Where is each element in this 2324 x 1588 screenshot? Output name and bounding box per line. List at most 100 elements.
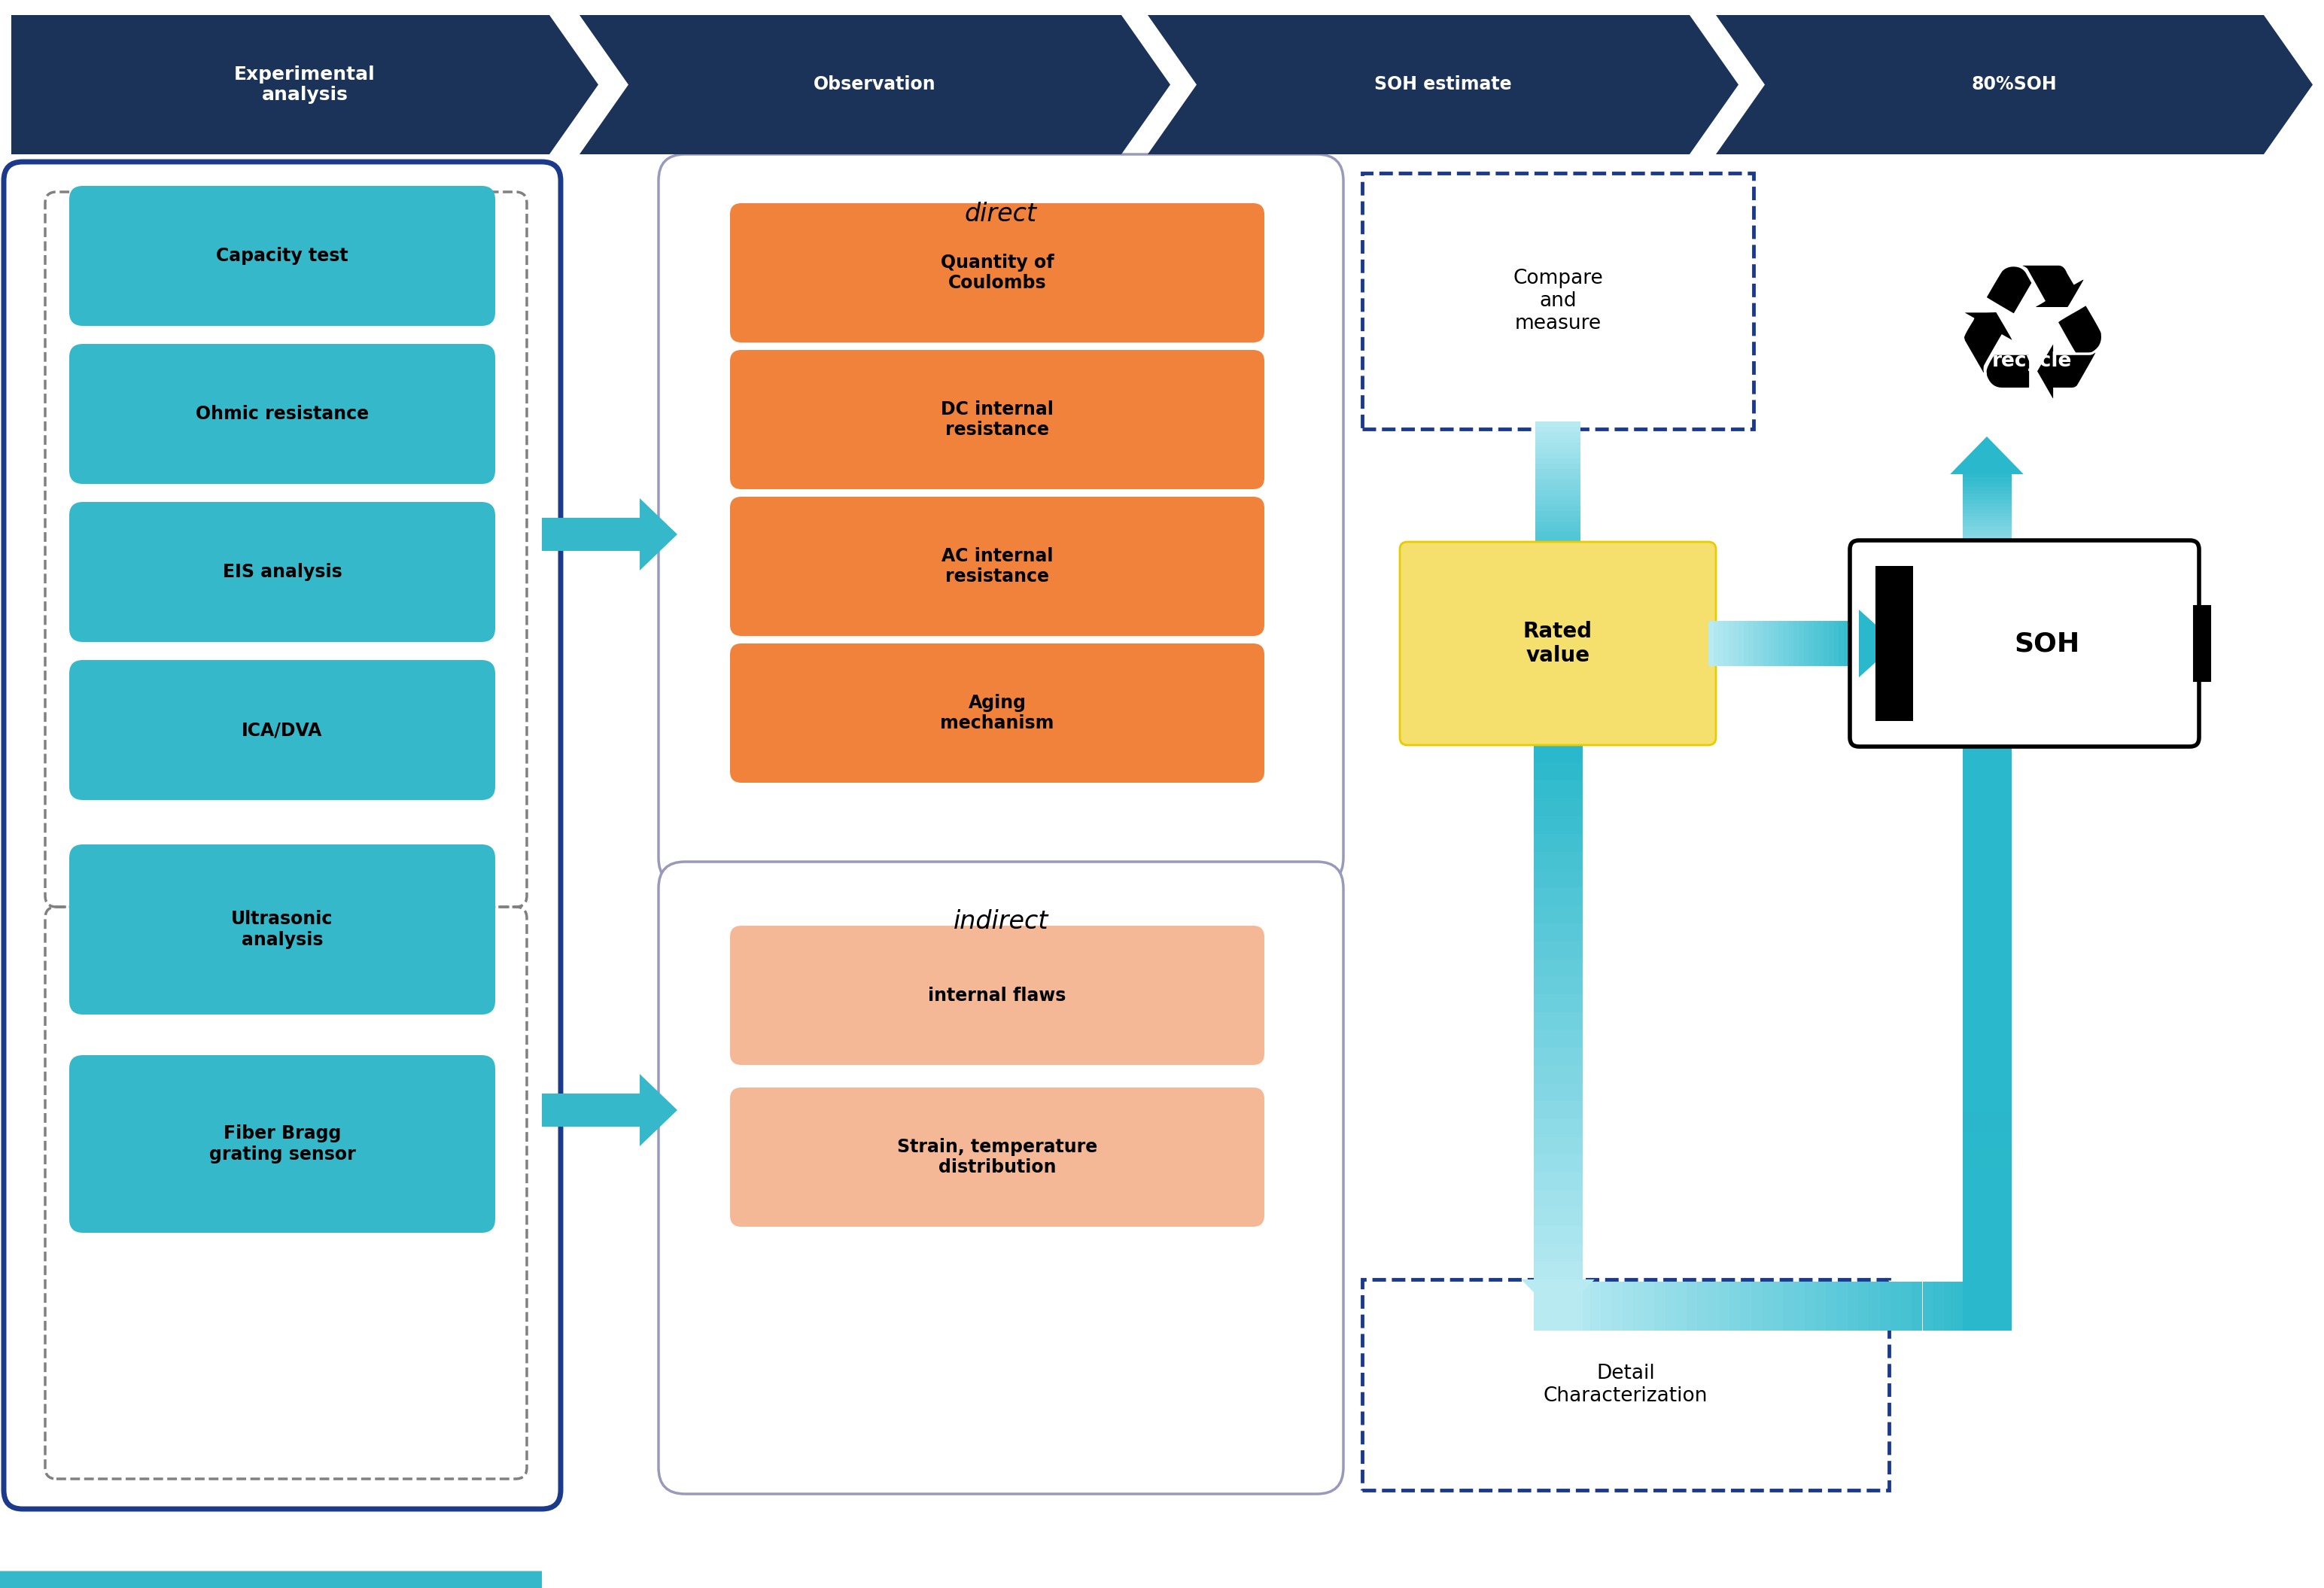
Bar (1961, 484, 2010, 488)
Bar (1961, 562, 2010, 565)
Bar (1961, 956, 2010, 975)
Bar (1536, 505, 1580, 511)
Bar (1827, 1282, 1836, 1331)
Bar (1534, 1226, 1583, 1243)
Bar (1961, 1034, 2010, 1053)
Polygon shape (1859, 610, 1896, 678)
Bar (1536, 548, 1580, 553)
Bar (1534, 1102, 1583, 1120)
Text: internal flaws: internal flaws (927, 986, 1067, 1004)
Bar (1759, 621, 1764, 665)
Text: Observation: Observation (813, 76, 937, 94)
Bar (1720, 1282, 1729, 1331)
Bar (1536, 443, 1580, 448)
Bar (1536, 468, 1580, 475)
Bar (1961, 491, 2010, 494)
Bar (1913, 1282, 1922, 1331)
FancyBboxPatch shape (658, 862, 1343, 1494)
Bar (1961, 937, 2010, 956)
FancyBboxPatch shape (1362, 1280, 1889, 1490)
Bar (1859, 1282, 1868, 1331)
Text: Fiber Bragg
grating sensor: Fiber Bragg grating sensor (209, 1124, 356, 1164)
Polygon shape (12, 14, 597, 154)
Text: Strain, temperature
distribution: Strain, temperature distribution (897, 1137, 1097, 1177)
Bar (1834, 621, 1838, 665)
Bar (1536, 484, 1580, 491)
Bar (1536, 480, 1580, 484)
Bar (1961, 569, 2010, 572)
Bar (1783, 621, 1789, 665)
FancyBboxPatch shape (70, 845, 495, 1015)
Bar (1778, 621, 1783, 665)
Bar (1534, 1120, 1583, 1137)
Bar (1536, 553, 1580, 559)
Bar (1961, 526, 2010, 529)
Bar (1697, 1282, 1708, 1331)
Bar (2194, 607, 2210, 681)
Bar (1889, 1282, 1901, 1331)
Bar (1848, 1282, 1859, 1331)
Bar (1534, 1191, 1583, 1208)
Text: 80%SOH: 80%SOH (1971, 76, 2057, 94)
Polygon shape (1715, 14, 2312, 154)
Bar (1536, 453, 1580, 459)
Bar (1536, 491, 1580, 495)
Bar (1961, 878, 2010, 897)
Bar (1961, 481, 2010, 484)
Bar (1534, 870, 1583, 888)
Bar (1961, 1131, 2010, 1150)
Bar (1708, 1282, 1720, 1331)
Bar (1961, 497, 2010, 500)
Text: SOH estimate: SOH estimate (1373, 76, 1513, 94)
Bar (1961, 1072, 2010, 1093)
Bar (1534, 959, 1583, 977)
FancyBboxPatch shape (70, 345, 495, 484)
Bar (1961, 994, 2010, 1015)
Bar (1880, 1282, 1889, 1331)
Bar (1961, 510, 2010, 513)
Text: direct: direct (964, 202, 1037, 227)
Bar (1590, 1282, 1601, 1331)
Bar (1534, 1243, 1583, 1261)
Bar (1850, 621, 1855, 665)
Bar (1536, 495, 1580, 500)
Bar (1961, 494, 2010, 497)
FancyBboxPatch shape (730, 349, 1264, 489)
Bar (1961, 1053, 2010, 1072)
FancyBboxPatch shape (70, 502, 495, 642)
Bar (1534, 1137, 1583, 1154)
Bar (1534, 781, 1583, 799)
Bar (1769, 621, 1773, 665)
Bar (1743, 621, 1748, 665)
Bar (1729, 1282, 1741, 1331)
Bar (1534, 1048, 1583, 1066)
FancyBboxPatch shape (658, 154, 1343, 885)
Bar (1961, 1228, 2010, 1248)
Bar (1961, 723, 2010, 742)
Bar (1961, 1208, 2010, 1228)
Bar (1536, 527, 1580, 532)
Bar (1762, 1282, 1773, 1331)
Bar (1961, 516, 2010, 519)
Bar (1755, 621, 1759, 665)
Text: SOH: SOH (2015, 630, 2080, 656)
Polygon shape (0, 1551, 541, 1588)
Bar (1824, 621, 1829, 665)
Polygon shape (1950, 684, 2024, 723)
FancyBboxPatch shape (70, 661, 495, 800)
Bar (1815, 1282, 1827, 1331)
Bar (1843, 621, 1850, 665)
FancyBboxPatch shape (70, 1054, 495, 1232)
Bar (1536, 559, 1580, 564)
Bar (1741, 1282, 1750, 1331)
Text: recycle: recycle (1992, 351, 2073, 372)
Bar (1961, 475, 2010, 478)
Bar (1557, 1282, 1569, 1331)
Bar (1789, 621, 1794, 665)
Bar (1708, 621, 1713, 665)
Bar (1803, 1282, 1815, 1331)
Bar (1536, 427, 1580, 432)
Bar (1799, 621, 1803, 665)
Polygon shape (541, 1073, 676, 1147)
Text: ICA/DVA: ICA/DVA (242, 721, 323, 738)
